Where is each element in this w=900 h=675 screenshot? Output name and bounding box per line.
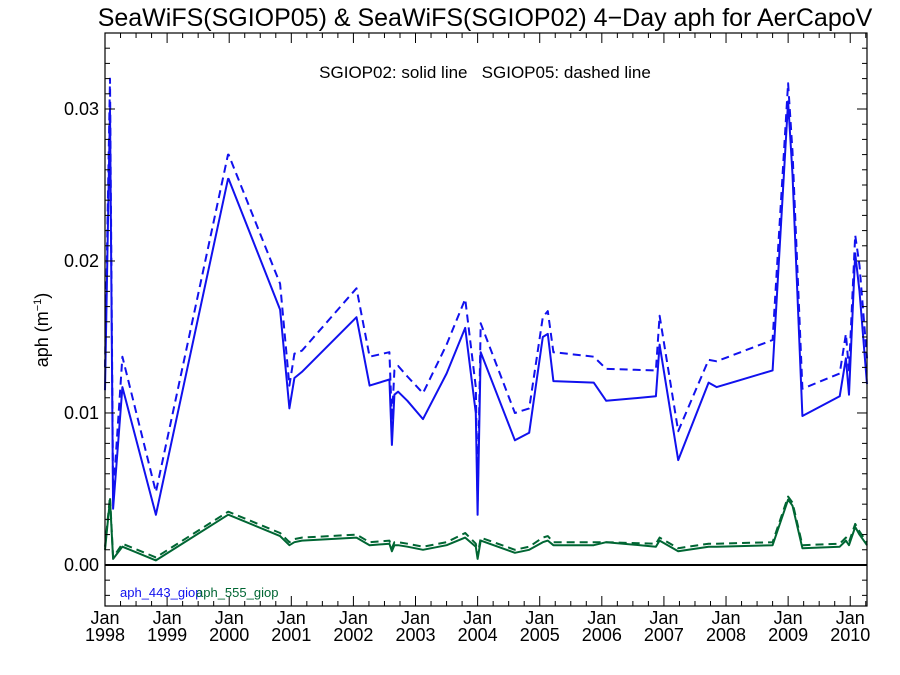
y-tick-label: 0.02 — [64, 251, 99, 271]
x-tick-label-month: Jan — [712, 608, 741, 628]
chart-title: SeaWiFS(SGIOP05) & SeaWiFS(SGIOP02) 4−Da… — [98, 4, 873, 32]
y-axis-label-superscript: −1 — [32, 299, 44, 312]
x-tick-label-year: 1998 — [85, 625, 125, 645]
x-tick-label-year: 2001 — [271, 625, 311, 645]
x-tick-label-month: Jan — [153, 608, 182, 628]
x-tick-label-month: Jan — [401, 608, 430, 628]
y-tick-label: 0.00 — [64, 555, 99, 575]
x-tick-label-month: Jan — [836, 608, 865, 628]
x-tick-label-month: Jan — [587, 608, 616, 628]
legend-label-aph-555-giop: aph_555_giop — [196, 585, 278, 600]
x-tick-label-year: 2010 — [830, 625, 870, 645]
series-line-aph-443-giop-sgiop05 — [104, 77, 868, 503]
x-tick-label-year: 2009 — [768, 625, 808, 645]
x-tick-label-year: 2002 — [333, 625, 373, 645]
y-tick-label: 0.03 — [64, 99, 99, 119]
x-tick-label-month: Jan — [215, 608, 244, 628]
x-tick-label-year: 2000 — [209, 625, 249, 645]
x-tick-label-month: Jan — [90, 608, 119, 628]
axis-layer: 0.000.010.020.03Jan1998Jan1999Jan2000Jan… — [64, 32, 870, 645]
x-tick-label-month: Jan — [463, 608, 492, 628]
x-tick-label-year: 2004 — [458, 625, 498, 645]
x-tick-label-year: 2003 — [395, 625, 435, 645]
series-line-aph-555-giop-sgiop05 — [104, 495, 868, 559]
x-tick-label-month: Jan — [277, 608, 306, 628]
x-tick-label-month: Jan — [525, 608, 554, 628]
x-tick-label-year: 2008 — [706, 625, 746, 645]
series-line-aph-555-giop-sgiop02 — [104, 498, 868, 562]
y-tick-label: 0.01 — [64, 403, 99, 423]
y-axis-label: aph (m−1) — [32, 293, 52, 368]
x-tick-label-month: Jan — [774, 608, 803, 628]
x-tick-label-year: 2005 — [520, 625, 560, 645]
line-style-annotation: SGIOP02: solid line SGIOP05: dashed line — [319, 63, 651, 82]
plot-frame — [104, 32, 868, 607]
series-layer — [104, 77, 868, 562]
x-tick-label-month: Jan — [649, 608, 678, 628]
x-tick-label-year: 1999 — [147, 625, 187, 645]
y-axis-label-close: ) — [32, 293, 52, 299]
x-tick-label-year: 2006 — [582, 625, 622, 645]
legend-label-aph-443-giop: aph_443_giop — [120, 585, 202, 600]
x-tick-label-month: Jan — [339, 608, 368, 628]
x-tick-label-year: 2007 — [644, 625, 684, 645]
